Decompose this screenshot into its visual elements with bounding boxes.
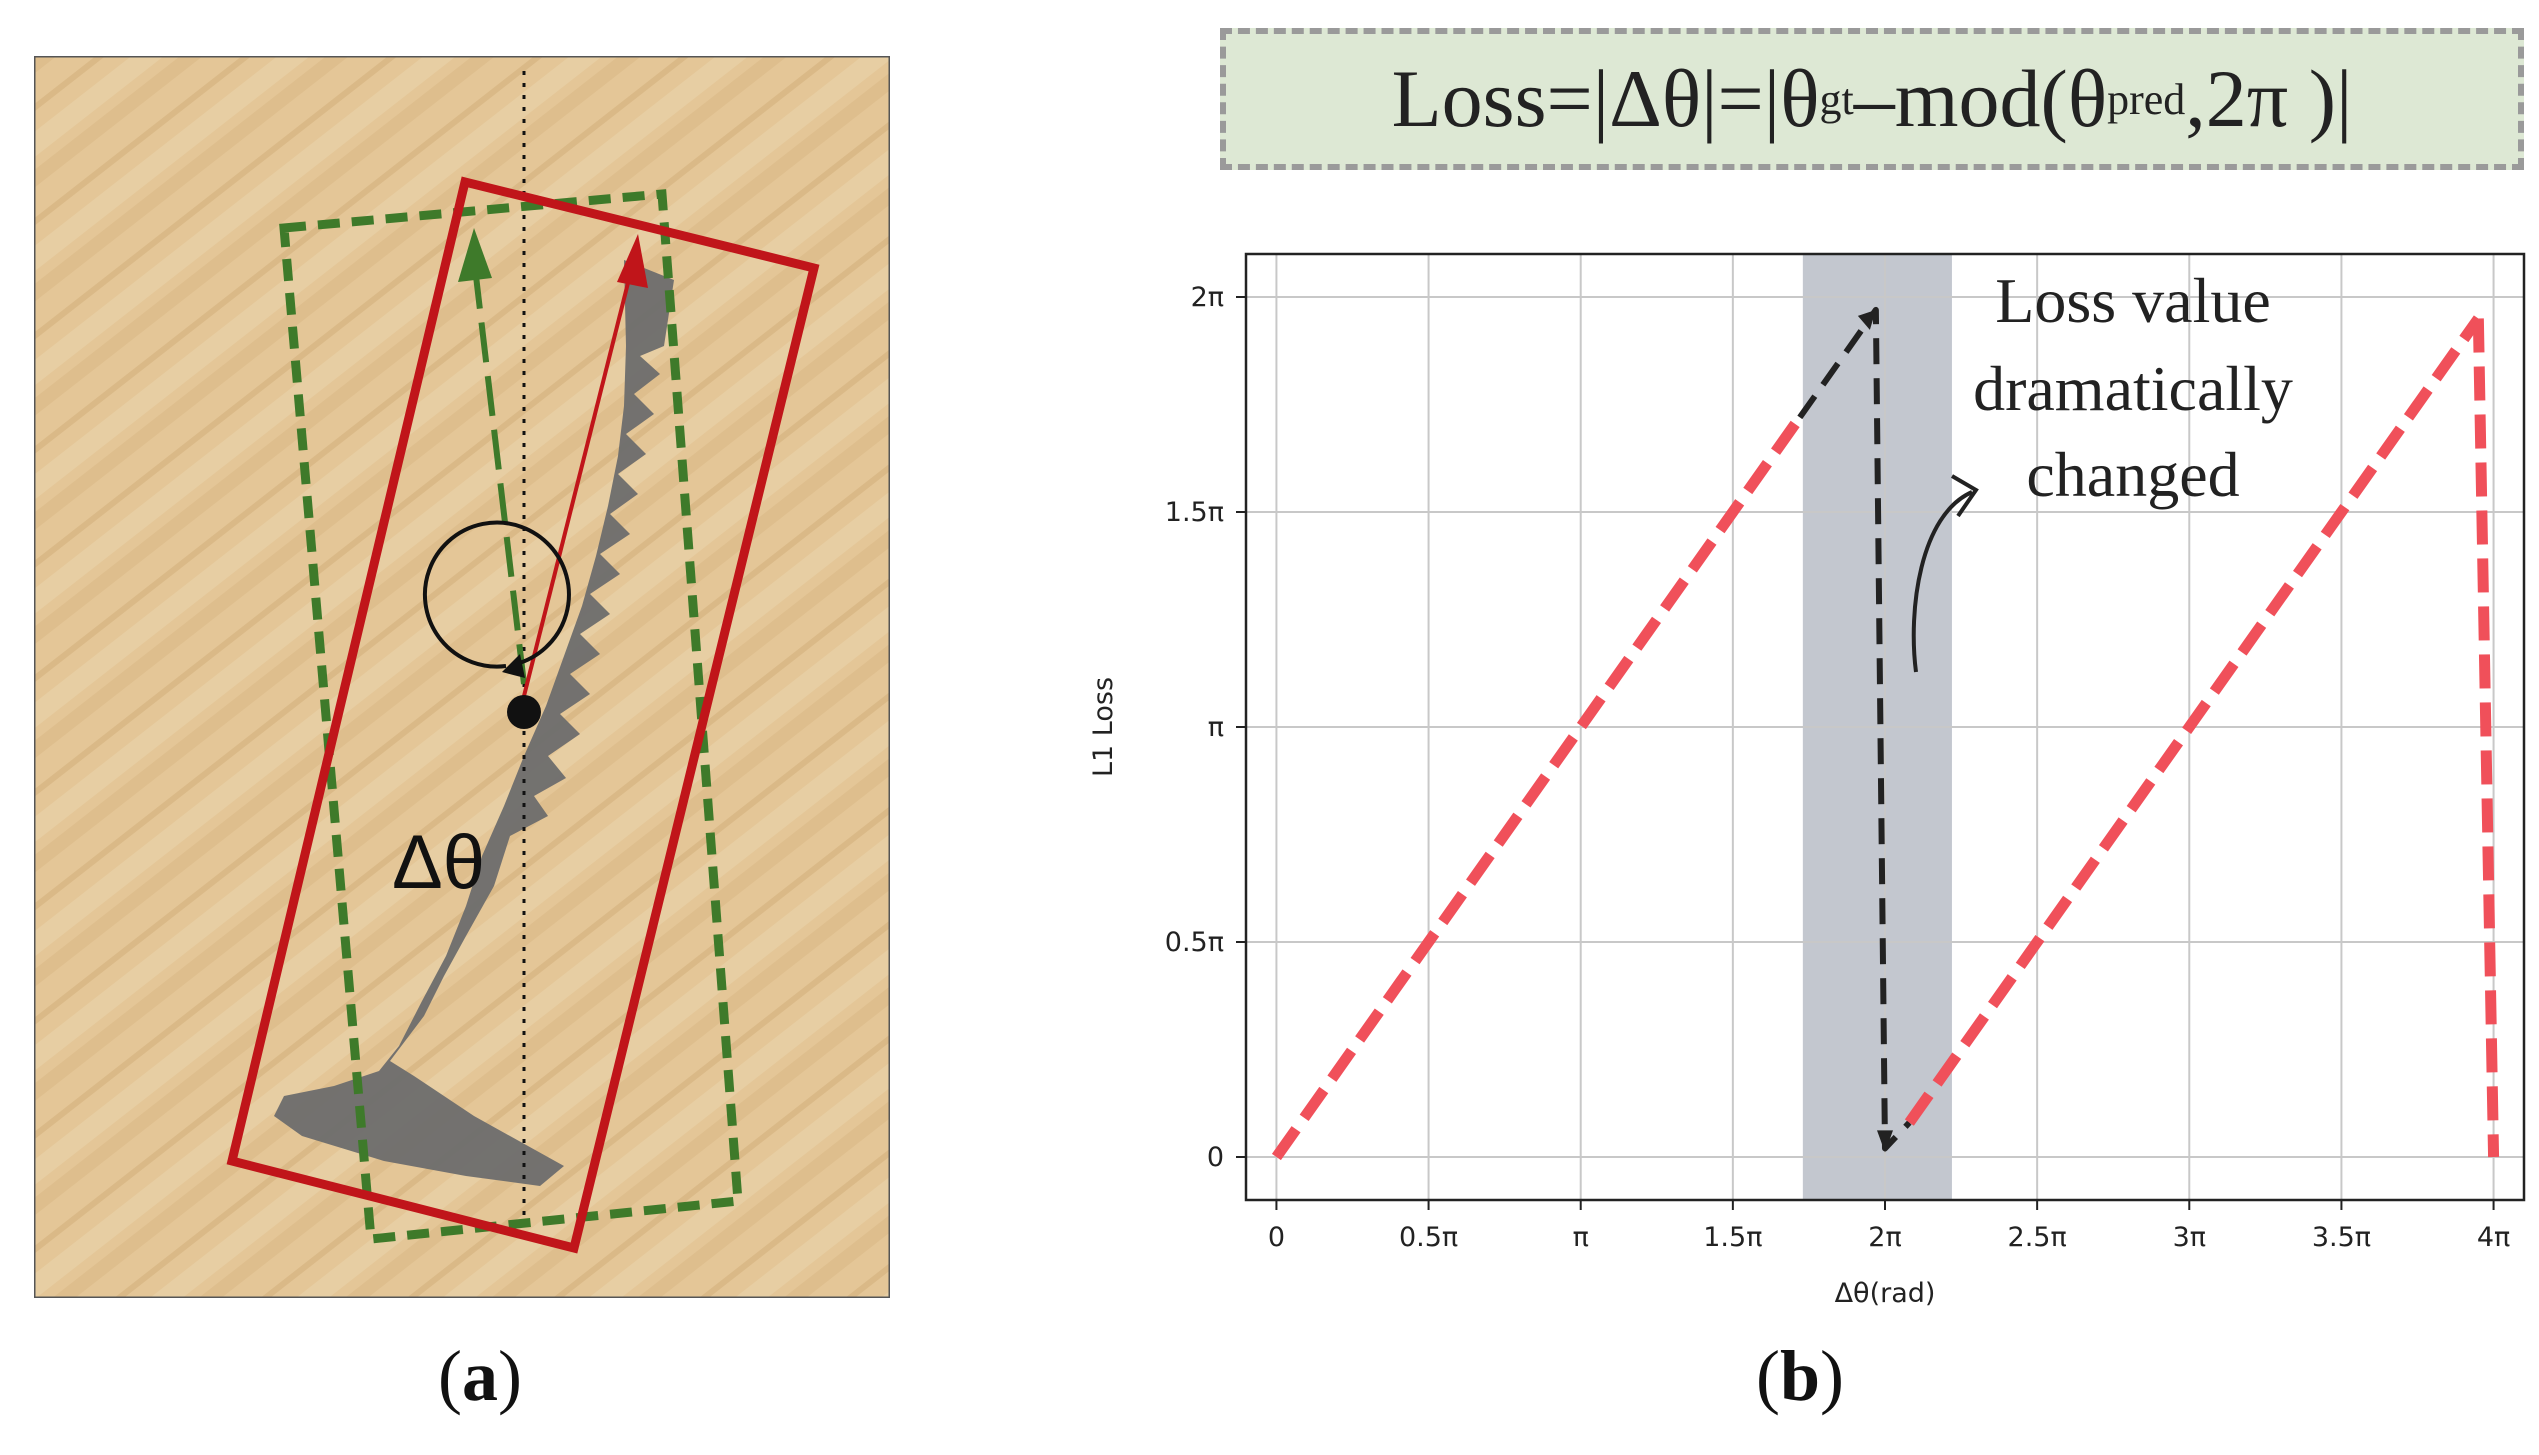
formula-prefix: Loss=|Δθ|=|θ <box>1391 53 1820 144</box>
predicted-box <box>226 176 820 1254</box>
caption-a: (a) <box>340 1335 620 1418</box>
x-axis-title: Δθ(rad) <box>1835 1278 1936 1309</box>
caption-a-close: ) <box>498 1336 522 1416</box>
caption-b-letter: b <box>1779 1336 1821 1416</box>
black-arrowhead-top <box>1857 309 1876 330</box>
rotated-box-illustration: Δθ <box>34 56 890 1298</box>
annotation-arrowhead <box>1950 474 1979 518</box>
x-tick-label: 4π <box>2477 1222 2510 1253</box>
formula-suffix: ,2π )| <box>2185 53 2353 144</box>
x-tick-label: 0 <box>1268 1222 1285 1253</box>
screw-silhouette <box>274 260 674 1186</box>
loss-line-red-dashed <box>1271 414 1805 1161</box>
y-tick-label: 1.5π <box>1165 497 1224 528</box>
formula-sub-pred: pred <box>2107 74 2186 124</box>
x-tick-label: 1.5π <box>1703 1222 1762 1253</box>
x-tick-label: 3π <box>2173 1222 2206 1253</box>
green-arrowhead <box>458 228 492 282</box>
annotation-line-2: dramatically <box>1973 353 2293 424</box>
annotation-line-1: Loss value <box>1995 265 2271 336</box>
caption-a-open: ( <box>438 1336 462 1416</box>
ground-truth-direction-arrow <box>473 275 527 685</box>
rotation-indicator-icon <box>422 520 571 729</box>
x-tick-label: π <box>1573 1222 1589 1253</box>
x-tick-label: 2π <box>1868 1222 1901 1253</box>
loss-line-red-dashed <box>2472 318 2500 1158</box>
y-tick-label: π <box>1208 712 1224 743</box>
loss-formula-box: Loss=|Δθ|=|θ gt –mod(θ pred ,2π )| <box>1220 28 2524 170</box>
x-tick-label: 2.5π <box>2008 1222 2067 1253</box>
y-tick-label: 2π <box>1191 282 1224 313</box>
red-arrowhead <box>617 234 648 288</box>
x-tick-label: 0.5π <box>1399 1222 1458 1253</box>
loss-line-red-dashed <box>1904 315 2483 1126</box>
y-tick-label: 0 <box>1207 1142 1224 1173</box>
black-arrowhead-bottom <box>1877 1130 1893 1153</box>
loss-chart: 0 0.5π π 1.5π 2π 2.5π 3π 3.5π 4π 0 0.5π π 1.5π 2π Δθ(… <box>1088 252 2526 1309</box>
caption-b: (b) <box>1660 1335 1940 1418</box>
wood-background <box>34 56 890 1298</box>
predicted-direction-arrow <box>522 270 633 697</box>
loss-jump-black-dashed <box>1797 306 1912 1152</box>
ground-truth-box <box>279 189 743 1244</box>
caption-a-letter: a <box>462 1336 498 1416</box>
annotation-arrow <box>1911 490 1973 673</box>
formula-sub-gt: gt <box>1819 74 1854 124</box>
caption-b-open: ( <box>1755 1336 1780 1416</box>
y-axis-title: L1 Loss <box>1088 677 1119 777</box>
annotation-line-3: changed <box>2026 439 2239 510</box>
formula-middle: –mod(θ <box>1853 53 2108 144</box>
y-tick-label: 0.5π <box>1165 927 1224 958</box>
delta-theta-label: Δθ <box>392 820 485 905</box>
x-tick-label: 3.5π <box>2312 1222 2371 1253</box>
caption-b-close: ) <box>1820 1336 1844 1416</box>
